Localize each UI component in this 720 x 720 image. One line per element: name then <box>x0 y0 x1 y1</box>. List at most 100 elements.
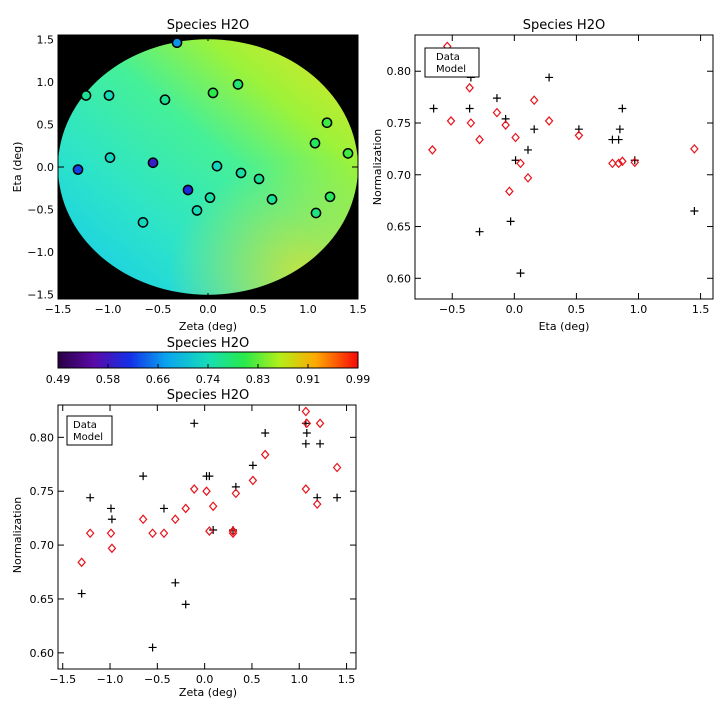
eta-model-marker <box>523 172 533 183</box>
eta-data-marker <box>523 145 532 154</box>
eta-data-marker <box>614 135 623 144</box>
zeta-model-marker <box>181 503 191 514</box>
zeta-ytick-label: 0.60 <box>30 647 55 660</box>
eta-xtick-label: 1.5 <box>692 303 710 316</box>
zeta-data-marker <box>159 504 168 513</box>
zeta-model-marker <box>148 528 157 539</box>
zeta-model-marker <box>85 528 95 539</box>
eta-model-marker <box>505 186 514 197</box>
eta-xlabel: Eta (deg) <box>539 320 590 333</box>
map-xtick-label: −0.5 <box>145 303 172 316</box>
eta-xtick-label: 0.5 <box>568 303 586 316</box>
eta-title: Species H2O <box>523 18 605 33</box>
map-point <box>266 194 278 205</box>
eta-data-marker <box>465 104 474 113</box>
eta-model-marker <box>574 130 584 141</box>
eta-data-marker <box>545 73 554 82</box>
eta-frame <box>414 34 714 300</box>
zeta-data-marker <box>139 472 148 481</box>
eta-model-marker <box>492 107 502 118</box>
eta-model-marker <box>465 82 474 93</box>
zeta-model-marker <box>202 486 211 497</box>
eta-ylabel: Normalization <box>371 129 384 205</box>
zeta-data-marker <box>248 461 257 470</box>
zeta-model-marker <box>228 526 238 536</box>
map-point <box>207 87 219 99</box>
zeta-frame <box>57 404 357 670</box>
colorbar-tick-label: 0.74 <box>196 373 221 386</box>
colorbar-title: Species H2O <box>167 336 249 351</box>
zeta-panel: Species H2O −1.5 −1.0 −0.5 0.0 0.5 1.0 1.5 0.60… <box>11 388 357 699</box>
eta-model-marker <box>446 116 456 126</box>
zeta-data-marker <box>107 515 116 524</box>
map-point <box>235 167 247 179</box>
zeta-model-marker <box>301 406 311 417</box>
eta-data-marker <box>516 269 525 278</box>
map-title: Species H2O <box>167 18 249 33</box>
map-panel: Species H2O −1.5 −1.0 −0.5 0.0 0.5 1.0 1.5−1.5… <box>11 18 367 333</box>
eta-legend-model: Model <box>436 64 466 75</box>
map-point <box>191 205 203 216</box>
map-point <box>80 90 92 101</box>
eta-data-marker <box>530 125 539 134</box>
map-xlabel: Zeta (deg) <box>179 320 237 333</box>
eta-xtick-label: 0.0 <box>506 303 524 316</box>
eta-model-marker <box>511 132 520 143</box>
zeta-xtick-label: 0.0 <box>196 673 214 686</box>
zeta-data-marker <box>209 525 218 534</box>
map-point <box>182 184 194 196</box>
zeta-ytick-label: 0.65 <box>30 593 55 606</box>
map-field-glow-layer <box>58 39 358 295</box>
zeta-legend-model: Model <box>73 432 103 443</box>
eta-model-marker <box>614 158 623 169</box>
zeta-model-marker <box>248 475 258 486</box>
eta-model-marker <box>428 145 437 155</box>
zeta-data-marker <box>302 429 311 438</box>
zeta-model-marker <box>106 528 116 539</box>
zeta-ylabel: Normalization <box>11 497 24 573</box>
eta-data-marker <box>475 227 484 236</box>
zeta-model-marker <box>138 514 148 525</box>
map-ytick-label: −1.0 <box>27 246 54 259</box>
map-ytick-label: −0.5 <box>27 204 54 217</box>
map-point <box>103 90 115 101</box>
eta-ytick-label: 0.65 <box>387 221 412 234</box>
eta-legend: Data Model <box>424 47 480 78</box>
zeta-xtick-label: 1.0 <box>290 673 308 686</box>
map-xtick-label: −1.5 <box>45 303 72 316</box>
eta-markers <box>428 41 699 278</box>
zeta-model-marker <box>228 528 238 539</box>
eta-ytick-label: 0.80 <box>387 65 412 78</box>
map-xtick-label: 1.0 <box>299 303 317 316</box>
eta-model-marker <box>618 156 627 167</box>
map-ytick-label: 0.5 <box>37 118 55 131</box>
zeta-model-marker <box>332 462 342 473</box>
zeta-data-marker <box>261 429 270 438</box>
zeta-data-marker <box>333 493 342 502</box>
zeta-model-marker <box>315 418 325 429</box>
zeta-model-marker <box>159 528 169 539</box>
zeta-data-marker <box>190 419 199 428</box>
zeta-model-marker <box>231 488 241 499</box>
eta-model-marker <box>608 158 617 169</box>
eta-data-marker <box>615 125 624 134</box>
eta-model-marker <box>630 157 640 168</box>
zeta-legend-box <box>66 415 113 446</box>
map-ticks: −1.5 −1.0 −0.5 0.0 0.5 1.0 1.5 −1.5 −1.0 −0.5 0.0 0… <box>27 33 366 316</box>
zeta-model-marker <box>189 484 199 494</box>
eta-data-marker <box>618 104 627 113</box>
zeta-data-marker <box>106 504 115 513</box>
zeta-model-marker <box>302 418 312 429</box>
zeta-xtick-label: 1.5 <box>338 673 356 686</box>
map-point <box>171 37 183 49</box>
zeta-xtick-label: −1.0 <box>97 673 124 686</box>
eta-ytick-label: 0.60 <box>387 272 412 285</box>
map-point <box>324 191 336 203</box>
map-xtick-label: 0.0 <box>199 303 217 316</box>
eta-data-marker <box>511 156 520 165</box>
eta-data-marker <box>429 104 438 113</box>
eta-model-marker <box>475 134 484 145</box>
zeta-xlabel: Zeta (deg) <box>179 686 237 699</box>
map-ylabel: Eta (deg) <box>11 142 24 193</box>
eta-model-marker <box>466 118 476 128</box>
